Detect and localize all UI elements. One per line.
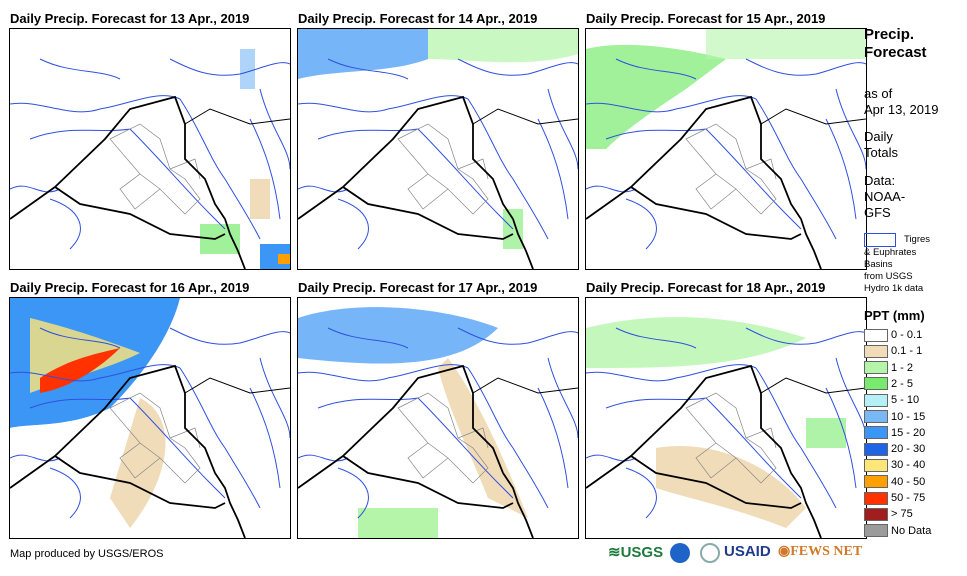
legend-label: 2 - 5 (891, 377, 914, 390)
data-source: Data: (864, 173, 896, 188)
legend-item: 0 - 0.1 (864, 327, 922, 343)
legend-item: 5 - 10 (864, 392, 919, 408)
forecast-map-13apr (9, 28, 291, 270)
legend-swatch (864, 524, 888, 538)
legend-label: 0.1 - 1 (891, 345, 923, 358)
legend-item: 2 - 5 (864, 376, 913, 392)
legend-item: No Data (864, 523, 931, 539)
legend-label: 30 - 40 (891, 459, 926, 472)
legend-swatch (864, 442, 888, 456)
panel-title: Daily Precip. Forecast for 13 Apr., 2019 (10, 11, 250, 26)
basin-label: & Euphrates (864, 247, 917, 258)
as-of-label: as of (864, 86, 893, 101)
legend-swatch (864, 410, 888, 423)
legend-item: 40 - 50 (864, 474, 925, 490)
legend-swatch (864, 475, 888, 489)
legend-swatch (864, 507, 888, 521)
basin-swatch (864, 233, 896, 247)
legend-label: 40 - 50 (891, 475, 926, 488)
basin-label: Basins (864, 259, 893, 270)
legend-swatch (864, 426, 888, 440)
legend-item: 15 - 20 (864, 425, 925, 441)
legend-item: > 75 (864, 506, 913, 522)
legend-swatch (864, 377, 888, 391)
legend-item: 50 - 75 (864, 490, 925, 506)
legend-swatch (864, 328, 888, 342)
daily-label: Totals (864, 145, 898, 160)
legend-label: 1 - 2 (891, 361, 914, 374)
legend-item: 1 - 2 (864, 360, 913, 376)
legend-label: 20 - 30 (891, 443, 926, 456)
forecast-map-18apr (585, 297, 867, 539)
legend-swatch (864, 344, 888, 358)
legend-item: 20 - 30 (864, 441, 925, 457)
usaid-logo: USAID (724, 543, 771, 560)
as-of-date: Apr 13, 2019 (864, 102, 939, 117)
forecast-map-17apr (297, 297, 579, 539)
basin-label: Hydro 1k data (864, 283, 924, 294)
forecast-map-16apr (9, 297, 291, 539)
legend-label: 5 - 10 (891, 394, 920, 407)
fewsnet-logo: ◉FEWS NET (778, 544, 863, 559)
legend-item: 30 - 40 (864, 457, 925, 473)
legend-item: 10 - 15 (864, 409, 925, 425)
forecast-map-14apr (297, 28, 579, 270)
legend-swatch (864, 491, 888, 505)
legend-swatch (864, 361, 888, 375)
legend-label: 50 - 75 (891, 492, 926, 504)
legend-title: Precip. (864, 26, 915, 43)
panel-title: Daily Precip. Forecast for 16 Apr., 2019 (10, 280, 250, 295)
data-source: NOAA- (864, 189, 906, 204)
data-source: GFS (864, 205, 891, 220)
usaid-seal (700, 543, 720, 563)
noaa-logo (670, 543, 690, 563)
legend-label: 15 - 20 (891, 426, 926, 439)
legend-swatch (864, 458, 888, 472)
legend-label: 10 - 15 (891, 410, 926, 423)
basin-label: Tigres (904, 234, 931, 245)
legend-label: > 75 (891, 508, 913, 521)
credit: Map produced by USGS/EROS (10, 548, 164, 560)
panel-title: Daily Precip. Forecast for 18 Apr., 2019 (586, 280, 826, 295)
daily-label: Daily (864, 129, 893, 144)
panel-title: Daily Precip. Forecast for 14 Apr., 2019 (298, 11, 538, 26)
legend-title: Forecast (864, 44, 927, 61)
ppt-legend-title: PPT (mm) (864, 308, 925, 323)
legend-item: 0.1 - 1 (864, 343, 922, 359)
panel-title: Daily Precip. Forecast for 15 Apr., 2019 (586, 11, 826, 26)
legend-swatch (864, 393, 888, 407)
legend-label: No Data (891, 524, 932, 537)
panel-title: Daily Precip. Forecast for 17 Apr., 2019 (298, 280, 538, 295)
forecast-map-15apr (585, 28, 867, 270)
legend-label: 0 - 0.1 (891, 329, 923, 341)
basin-label: from USGS (864, 271, 913, 282)
usgs-logo: ≋USGS (608, 544, 664, 561)
